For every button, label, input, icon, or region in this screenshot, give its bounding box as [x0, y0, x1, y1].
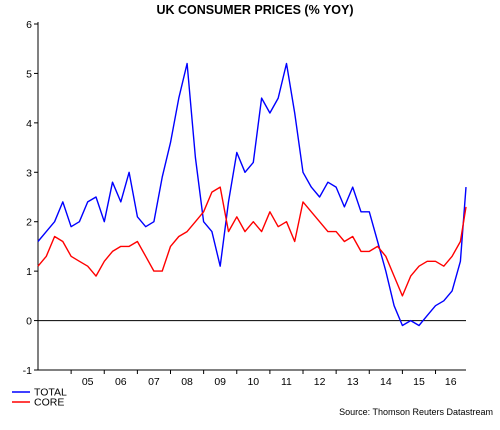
x-tick-label: 13 — [347, 376, 359, 388]
y-tick-label: -1 — [23, 365, 32, 377]
x-tick-label: 06 — [115, 376, 127, 388]
y-tick-label: 5 — [26, 68, 32, 80]
x-tick-label: 10 — [247, 376, 259, 388]
x-tick-label: 11 — [281, 376, 292, 388]
y-tick-label: 4 — [26, 118, 32, 130]
x-tick-label: 14 — [380, 376, 392, 388]
x-axis: 05 06 07 08 09 10 11 12 13 14 15 16 — [38, 369, 466, 388]
source-note: Source: Thomson Reuters Datastream — [339, 407, 493, 417]
y-tick-label: 3 — [26, 167, 32, 179]
x-tick-label: 15 — [413, 376, 425, 388]
y-tick-label: 6 — [26, 19, 32, 31]
y-tick-label: 0 — [26, 316, 32, 328]
x-tick-label: 16 — [445, 376, 457, 388]
x-tick-label: 09 — [214, 376, 226, 388]
legend-label-core: CORE — [34, 397, 64, 409]
series-line-total — [37, 62, 467, 327]
y-tick-label: 1 — [26, 266, 32, 278]
y-tick-label: 2 — [26, 217, 32, 229]
y-axis: 6 5 4 3 2 1 0 -1 — [23, 19, 466, 377]
x-tick-label: 12 — [314, 376, 326, 388]
x-tick-label: 08 — [181, 376, 193, 388]
legend-label-total: TOTAL — [34, 387, 67, 399]
series-line-core — [37, 186, 467, 297]
series-layer — [37, 62, 467, 327]
x-tick-label: 07 — [148, 376, 160, 388]
chart-title: UK CONSUMER PRICES (% YOY) — [156, 3, 353, 17]
x-tick-label: 05 — [82, 376, 94, 388]
